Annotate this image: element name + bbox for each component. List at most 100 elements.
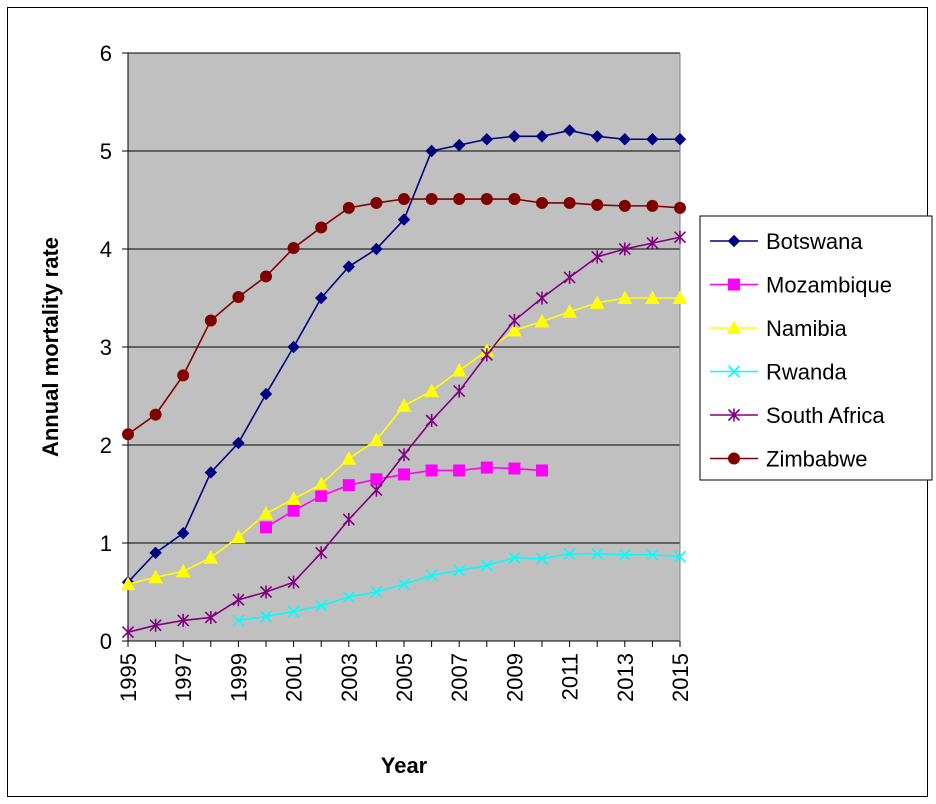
point-zimbabwe-2007 — [453, 193, 466, 206]
point-south-africa-1996 — [149, 618, 162, 632]
point-namibia-2012 — [589, 295, 605, 309]
point-namibia-2000 — [258, 506, 274, 520]
point-botswana-2013 — [618, 133, 632, 146]
point-south-africa-2011 — [563, 270, 576, 284]
point-zimbabwe-2008 — [480, 193, 493, 206]
x-tick-label-2001: 2001 — [282, 653, 307, 702]
point-namibia-2010 — [534, 313, 550, 328]
point-mozambique-2007 — [453, 464, 466, 477]
point-mozambique-2002 — [315, 489, 328, 502]
point-rwanda-2004 — [370, 585, 383, 599]
point-botswana-1999 — [232, 436, 245, 450]
legend-marker-rwanda — [727, 365, 741, 378]
point-rwanda-2007 — [453, 564, 466, 577]
point-botswana-2007 — [452, 138, 466, 152]
point-rwanda-2005 — [397, 578, 411, 591]
grid-lines — [128, 52, 680, 544]
point-mozambique-2004 — [370, 473, 383, 486]
series-botswana — [121, 124, 687, 589]
point-zimbabwe-2005 — [398, 193, 410, 206]
point-south-africa-2013 — [618, 242, 631, 256]
legend-item-botswana: Botswana — [710, 229, 863, 254]
point-rwanda-2000 — [259, 610, 273, 623]
point-zimbabwe-2012 — [591, 198, 604, 211]
point-namibia-2014 — [645, 290, 660, 304]
point-namibia-2001 — [286, 491, 301, 505]
legend-marker-mozambique — [728, 278, 740, 291]
point-south-africa-2009 — [508, 314, 521, 328]
point-mozambique-2006 — [425, 464, 438, 477]
point-south-africa-2014 — [646, 236, 659, 250]
point-rwanda-2008 — [480, 559, 493, 572]
point-mozambique-2009 — [508, 462, 521, 475]
point-mozambique-2001 — [287, 504, 300, 517]
legend-item-south-africa: South Africa — [710, 403, 885, 428]
legend-label-south-africa: South Africa — [766, 403, 885, 428]
point-namibia-1996 — [148, 569, 163, 584]
point-namibia-2003 — [341, 451, 357, 465]
legend-label-mozambique: Mozambique — [766, 273, 892, 298]
x-tick-label-2005: 2005 — [392, 653, 417, 702]
point-botswana-2001 — [287, 340, 300, 354]
point-rwanda-2009 — [508, 551, 521, 564]
point-namibia-1999 — [231, 529, 246, 544]
point-rwanda-2015 — [673, 550, 687, 563]
point-south-africa-2004 — [370, 483, 383, 497]
point-south-africa-2001 — [287, 575, 300, 589]
series-rwanda — [232, 547, 687, 627]
point-south-africa-1995 — [121, 625, 135, 639]
point-south-africa-2010 — [535, 291, 549, 305]
legend-marker-namibia — [726, 320, 742, 334]
point-south-africa-2007 — [453, 384, 466, 398]
legend-item-zimbabwe: Zimbabwe — [710, 447, 867, 472]
series-zimbabwe — [122, 193, 686, 441]
legend-item-mozambique: Mozambique — [710, 273, 892, 298]
x-tick-label-2013: 2013 — [613, 653, 638, 702]
point-south-africa-2012 — [591, 250, 604, 264]
point-zimbabwe-2006 — [425, 193, 438, 206]
point-botswana-2005 — [397, 213, 411, 226]
point-botswana-2011 — [563, 124, 576, 137]
point-zimbabwe-2004 — [370, 196, 383, 209]
point-namibia-2013 — [617, 290, 633, 304]
point-botswana-2002 — [314, 291, 328, 305]
point-zimbabwe-2011 — [563, 196, 576, 209]
point-botswana-2003 — [342, 260, 356, 273]
point-namibia-2006 — [424, 383, 439, 398]
y-tick-label-0: 0 — [100, 629, 112, 654]
x-tick-label-1995: 1995 — [116, 653, 141, 702]
x-axis-title: Year — [381, 753, 428, 778]
point-namibia-2004 — [369, 432, 384, 447]
point-rwanda-2014 — [646, 548, 659, 561]
y-tick-label-1: 1 — [100, 531, 112, 556]
point-botswana-2012 — [590, 130, 604, 143]
legend-marker-botswana — [727, 234, 741, 248]
series-namibia — [120, 290, 688, 591]
point-mozambique-2000 — [260, 521, 272, 534]
point-rwanda-2010 — [535, 552, 549, 565]
point-south-africa-2005 — [397, 448, 411, 462]
point-south-africa-2000 — [259, 585, 273, 599]
point-rwanda-2012 — [591, 547, 604, 560]
point-zimbabwe-1995 — [122, 428, 134, 441]
point-namibia-2015 — [672, 290, 688, 304]
point-south-africa-1999 — [232, 593, 245, 607]
point-zimbabwe-1997 — [177, 369, 190, 382]
axes: 0 1 2 3 4 5 6 1995 1997 1999 2001 2003 2005 2007 2009 2… — [100, 41, 693, 702]
point-zimbabwe-2015 — [674, 201, 686, 214]
point-mozambique-2005 — [398, 468, 410, 481]
point-zimbabwe-2009 — [508, 193, 521, 206]
point-botswana-2004 — [370, 242, 383, 256]
point-south-africa-2003 — [342, 512, 355, 526]
point-south-africa-2015 — [673, 230, 687, 244]
point-botswana-2006 — [425, 144, 438, 158]
point-botswana-2009 — [508, 130, 521, 143]
point-botswana-1996 — [149, 546, 162, 560]
y-axis-title: Annual mortality rate — [38, 237, 63, 457]
point-botswana-2008 — [480, 133, 494, 146]
point-namibia-2007 — [451, 362, 467, 377]
legend-label-namibia: Namibia — [766, 316, 847, 341]
y-tick-label-3: 3 — [100, 335, 112, 360]
legend-marker-zimbabwe — [728, 452, 740, 465]
